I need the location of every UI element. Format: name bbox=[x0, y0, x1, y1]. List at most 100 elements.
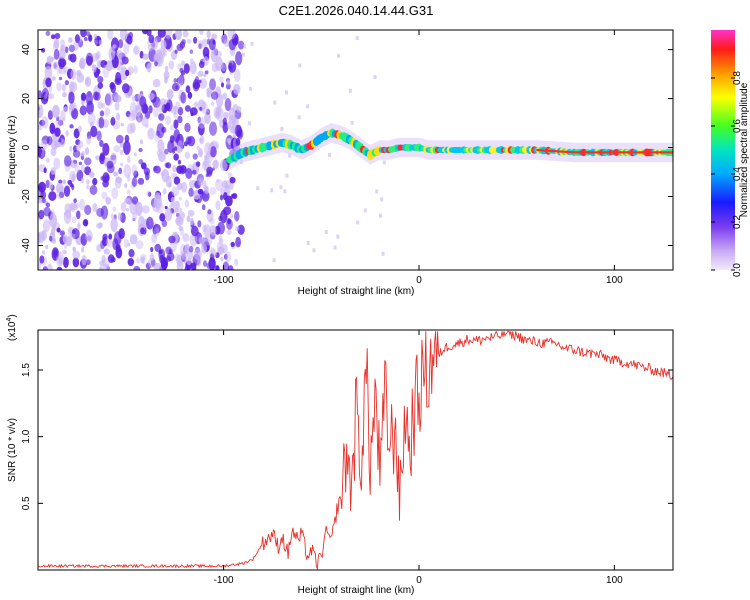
noise-point bbox=[83, 37, 88, 42]
noise-point bbox=[148, 92, 155, 101]
noise-point bbox=[168, 235, 176, 244]
noise-point bbox=[197, 116, 202, 124]
noise-point bbox=[45, 157, 50, 163]
noise-point bbox=[50, 147, 57, 157]
noise-point bbox=[40, 92, 49, 105]
colorbar-tick-label: 0.2 bbox=[732, 215, 743, 229]
noise-point bbox=[80, 30, 87, 38]
noise-point bbox=[146, 190, 151, 197]
noise-point bbox=[190, 112, 194, 117]
noise-point bbox=[189, 233, 198, 247]
noise-point bbox=[86, 131, 92, 140]
noise-point bbox=[135, 201, 143, 216]
noise-point bbox=[41, 197, 46, 204]
noise-point bbox=[170, 105, 177, 115]
noise-point bbox=[133, 45, 140, 55]
noise-point bbox=[84, 204, 92, 216]
noise-point bbox=[166, 89, 174, 100]
noise-point bbox=[208, 257, 216, 270]
noise-point bbox=[272, 258, 276, 263]
noise-point bbox=[51, 226, 56, 231]
noise-point bbox=[110, 213, 115, 220]
noise-point bbox=[228, 62, 233, 71]
noise-point bbox=[337, 53, 341, 58]
noise-point bbox=[157, 139, 165, 153]
noise-point bbox=[232, 117, 239, 127]
noise-point bbox=[38, 145, 42, 157]
noise-point bbox=[63, 185, 71, 197]
noise-point bbox=[165, 246, 172, 255]
noise-point bbox=[110, 116, 116, 126]
noise-point bbox=[215, 179, 224, 191]
noise-point bbox=[382, 160, 386, 165]
noise-point bbox=[206, 30, 211, 39]
noise-point bbox=[201, 38, 208, 49]
noise-point bbox=[227, 138, 232, 146]
noise-point bbox=[381, 251, 385, 256]
noise-point bbox=[102, 179, 109, 188]
noise-point bbox=[165, 162, 172, 169]
noise-point bbox=[184, 199, 189, 208]
noise-point bbox=[250, 41, 254, 46]
noise-point bbox=[69, 145, 73, 152]
noise-point bbox=[177, 63, 184, 70]
noise-point bbox=[229, 176, 236, 184]
noise-point bbox=[120, 122, 125, 127]
signal-ridge bbox=[226, 123, 673, 170]
noise-point bbox=[164, 205, 168, 210]
noise-point bbox=[126, 189, 131, 195]
noise-point bbox=[209, 146, 217, 158]
noise-point bbox=[69, 183, 74, 188]
noise-point bbox=[56, 186, 65, 200]
noise-point bbox=[204, 112, 211, 124]
noise-point bbox=[118, 167, 123, 175]
noise-point bbox=[202, 46, 210, 59]
noise-point bbox=[65, 209, 72, 219]
noise-point bbox=[170, 196, 175, 204]
noise-point bbox=[120, 162, 124, 167]
noise-point bbox=[72, 257, 80, 268]
noise-point bbox=[150, 246, 154, 253]
noise-point bbox=[72, 250, 81, 259]
noise-point bbox=[126, 174, 131, 182]
spectrogram-xtick-label: 100 bbox=[606, 275, 623, 286]
snr-xlabel: Height of straight line (km) bbox=[298, 585, 415, 596]
noise-point bbox=[188, 245, 194, 253]
noise-point bbox=[111, 187, 119, 200]
noise-point bbox=[85, 136, 92, 145]
noise-point bbox=[121, 56, 129, 65]
noise-point bbox=[38, 90, 42, 99]
noise-point bbox=[96, 130, 102, 142]
noise-point bbox=[139, 139, 144, 145]
noise-point bbox=[50, 140, 59, 150]
noise-point bbox=[97, 101, 103, 110]
noise-point bbox=[288, 153, 292, 158]
noise-point bbox=[140, 254, 147, 262]
noise-point bbox=[160, 171, 165, 177]
noise-point bbox=[171, 82, 180, 92]
noise-point bbox=[176, 165, 184, 174]
noise-point bbox=[97, 75, 104, 84]
spectrogram-xtick-label: 0 bbox=[416, 275, 422, 286]
noise-point bbox=[57, 138, 62, 143]
noise-point bbox=[98, 39, 103, 46]
colorbar-ticks: 0.0 0.2 0.4 0.6 0.8 bbox=[711, 71, 743, 277]
noise-point bbox=[50, 137, 59, 150]
noise-point bbox=[38, 104, 44, 119]
noise-point bbox=[54, 38, 60, 49]
noise-point bbox=[216, 241, 223, 251]
noise-point bbox=[203, 158, 208, 168]
noise-point bbox=[198, 79, 202, 84]
noise-point bbox=[227, 265, 234, 270]
noise-point bbox=[219, 159, 228, 172]
noise-point bbox=[86, 55, 93, 66]
noise-point bbox=[75, 210, 81, 220]
snr-multiplier: (x104) bbox=[6, 314, 18, 341]
noise-point bbox=[115, 71, 122, 84]
noise-point bbox=[209, 253, 215, 262]
noise-point bbox=[147, 257, 157, 269]
noise-point bbox=[205, 108, 211, 115]
noise-point bbox=[148, 105, 153, 114]
noise-point bbox=[224, 97, 232, 112]
